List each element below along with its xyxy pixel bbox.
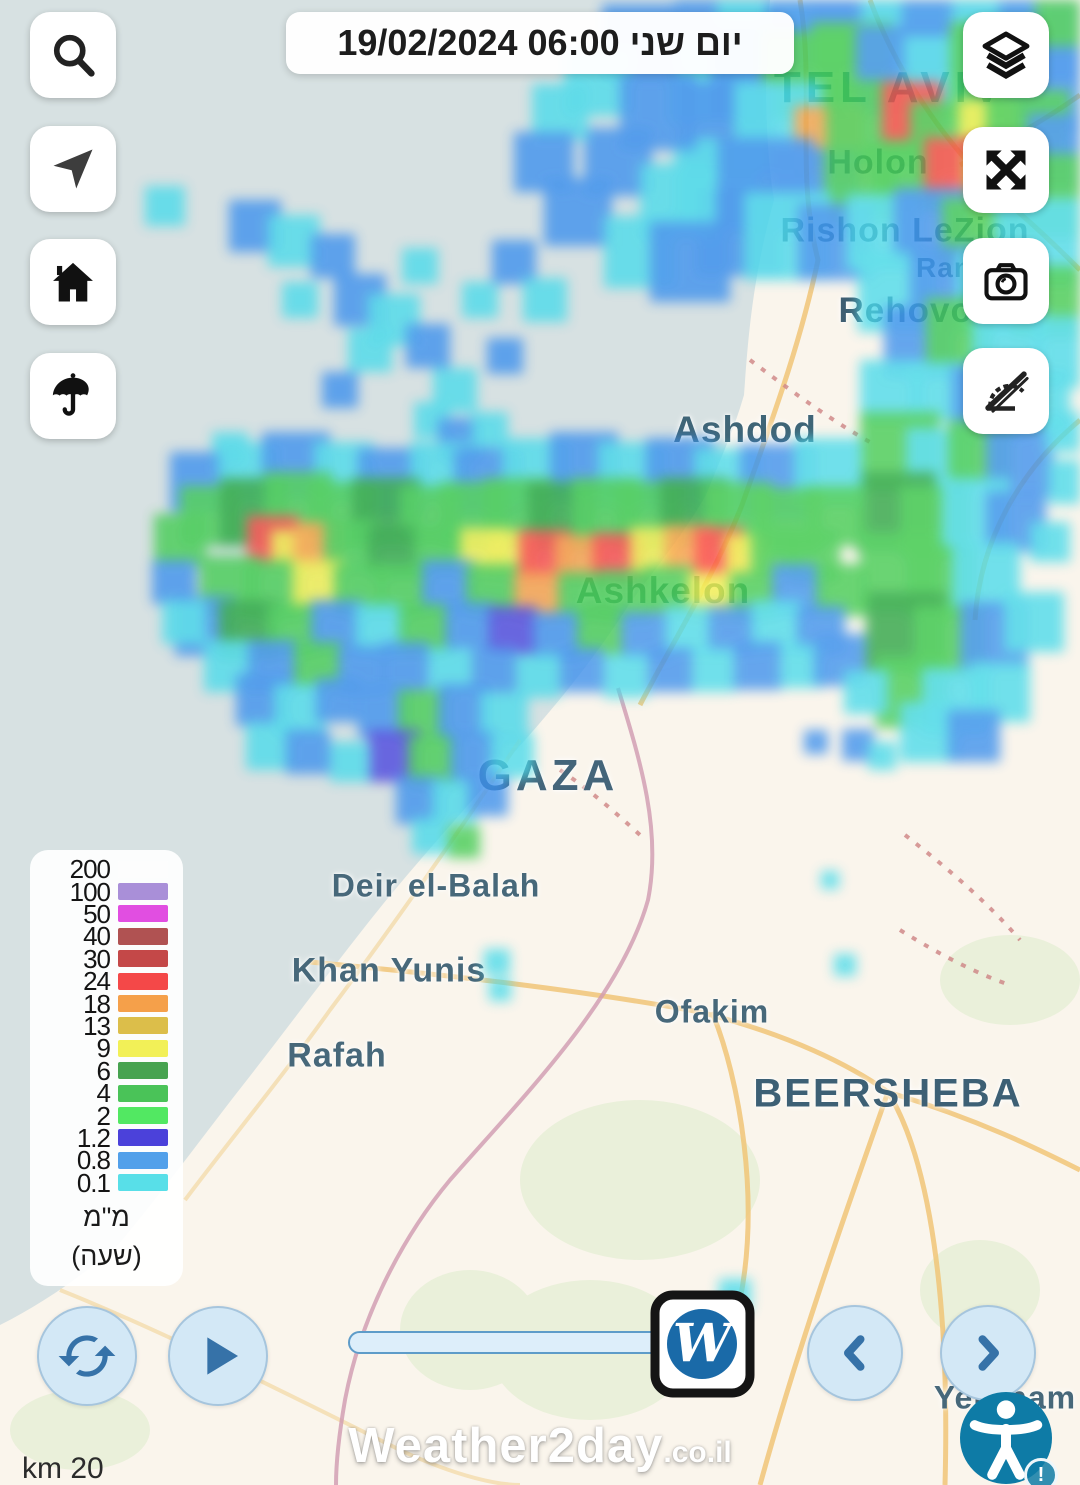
legend-swatch <box>118 927 168 945</box>
legend-swatch <box>118 1174 168 1192</box>
legend-swatch <box>118 1129 168 1147</box>
map-label-ashdod: Ashdod <box>673 409 817 450</box>
fullscreen-button[interactable] <box>963 127 1049 213</box>
camera-icon <box>984 263 1028 301</box>
legend-unit-mm: מ"מ <box>83 1201 130 1232</box>
umbrella-icon <box>52 373 89 416</box>
loop-button[interactable] <box>37 1306 137 1406</box>
map-label-khan-yunis: Khan Yunis <box>291 951 487 990</box>
accessibility-button[interactable]: ! <box>960 1392 1058 1485</box>
chevron-left-icon <box>844 1335 865 1371</box>
legend-row: 0.1 <box>30 1167 183 1198</box>
precipitation-legend: 200 100 50 40 30 24 18 13 9 6 4 2 1.2 0.8 0.1 מ"מ (שעה… <box>30 850 183 1286</box>
datetime-display[interactable]: 19/02/2024 06:00 יום שני <box>286 12 794 74</box>
map-label-ofakim: Ofakim <box>654 993 770 1030</box>
map-label-rafah: Rafah <box>287 1036 387 1075</box>
refresh-loop-icon <box>58 1335 116 1377</box>
search-icon <box>53 34 95 77</box>
map-label-holon: Holon <box>827 143 929 182</box>
legend-swatch <box>118 905 168 923</box>
legend-swatch <box>118 883 168 901</box>
step-forward-button[interactable] <box>940 1305 1036 1401</box>
timeline-slider-handle[interactable]: W <box>649 1289 756 1399</box>
brand-logo-suffix: .co.il <box>663 1436 732 1469</box>
map-label-deir-el-balah: Deir el-Balah <box>331 867 541 904</box>
legend-swatch <box>118 1106 168 1124</box>
map-label-ashkelon: Ashkelon <box>575 570 751 611</box>
chevron-right-icon <box>978 1335 999 1371</box>
legend-swatch <box>118 950 168 968</box>
brand-logo: Weather2day.co.il <box>348 1418 731 1474</box>
map-label-beersheba: BEERSHEBA <box>753 1071 1023 1116</box>
legend-swatch <box>118 860 168 878</box>
play-icon <box>207 1337 238 1375</box>
locate-button[interactable] <box>30 126 116 212</box>
rain-layer-button[interactable] <box>30 353 116 439</box>
layers-icon <box>982 31 1030 80</box>
accessibility-badge: ! <box>1024 1458 1058 1485</box>
layers-button[interactable] <box>963 12 1049 98</box>
home-button[interactable] <box>30 239 116 325</box>
legend-swatch <box>118 1017 168 1035</box>
legend-swatch <box>118 1151 168 1169</box>
map-label-gaza: GAZA <box>477 751 619 800</box>
legend-swatch <box>118 1084 168 1102</box>
home-icon <box>53 262 93 302</box>
play-button[interactable] <box>168 1306 268 1406</box>
legend-swatch <box>118 1062 168 1080</box>
expand-arrows-icon <box>986 150 1026 190</box>
brand-logo-main: Weather2day <box>348 1419 664 1473</box>
search-button[interactable] <box>30 12 116 98</box>
handle-logo-letter: W <box>673 1313 736 1374</box>
legend-swatch <box>118 1039 168 1057</box>
protractor-icon <box>985 371 1029 413</box>
map-scale-text: km 20 <box>22 1452 104 1485</box>
screenshot-button[interactable] <box>963 238 1049 324</box>
measure-button[interactable] <box>963 348 1049 434</box>
step-back-button[interactable] <box>807 1305 903 1401</box>
legend-swatch <box>118 972 168 990</box>
legend-value: 0.1 <box>76 1167 111 1198</box>
legend-unit-hour: (שעה) <box>71 1240 142 1271</box>
navigation-arrow-icon <box>53 149 93 189</box>
legend-swatch <box>118 995 168 1013</box>
legend-rows: 200 100 50 40 30 24 18 13 9 6 4 2 1.2 0.8 0.1 <box>30 856 183 1198</box>
